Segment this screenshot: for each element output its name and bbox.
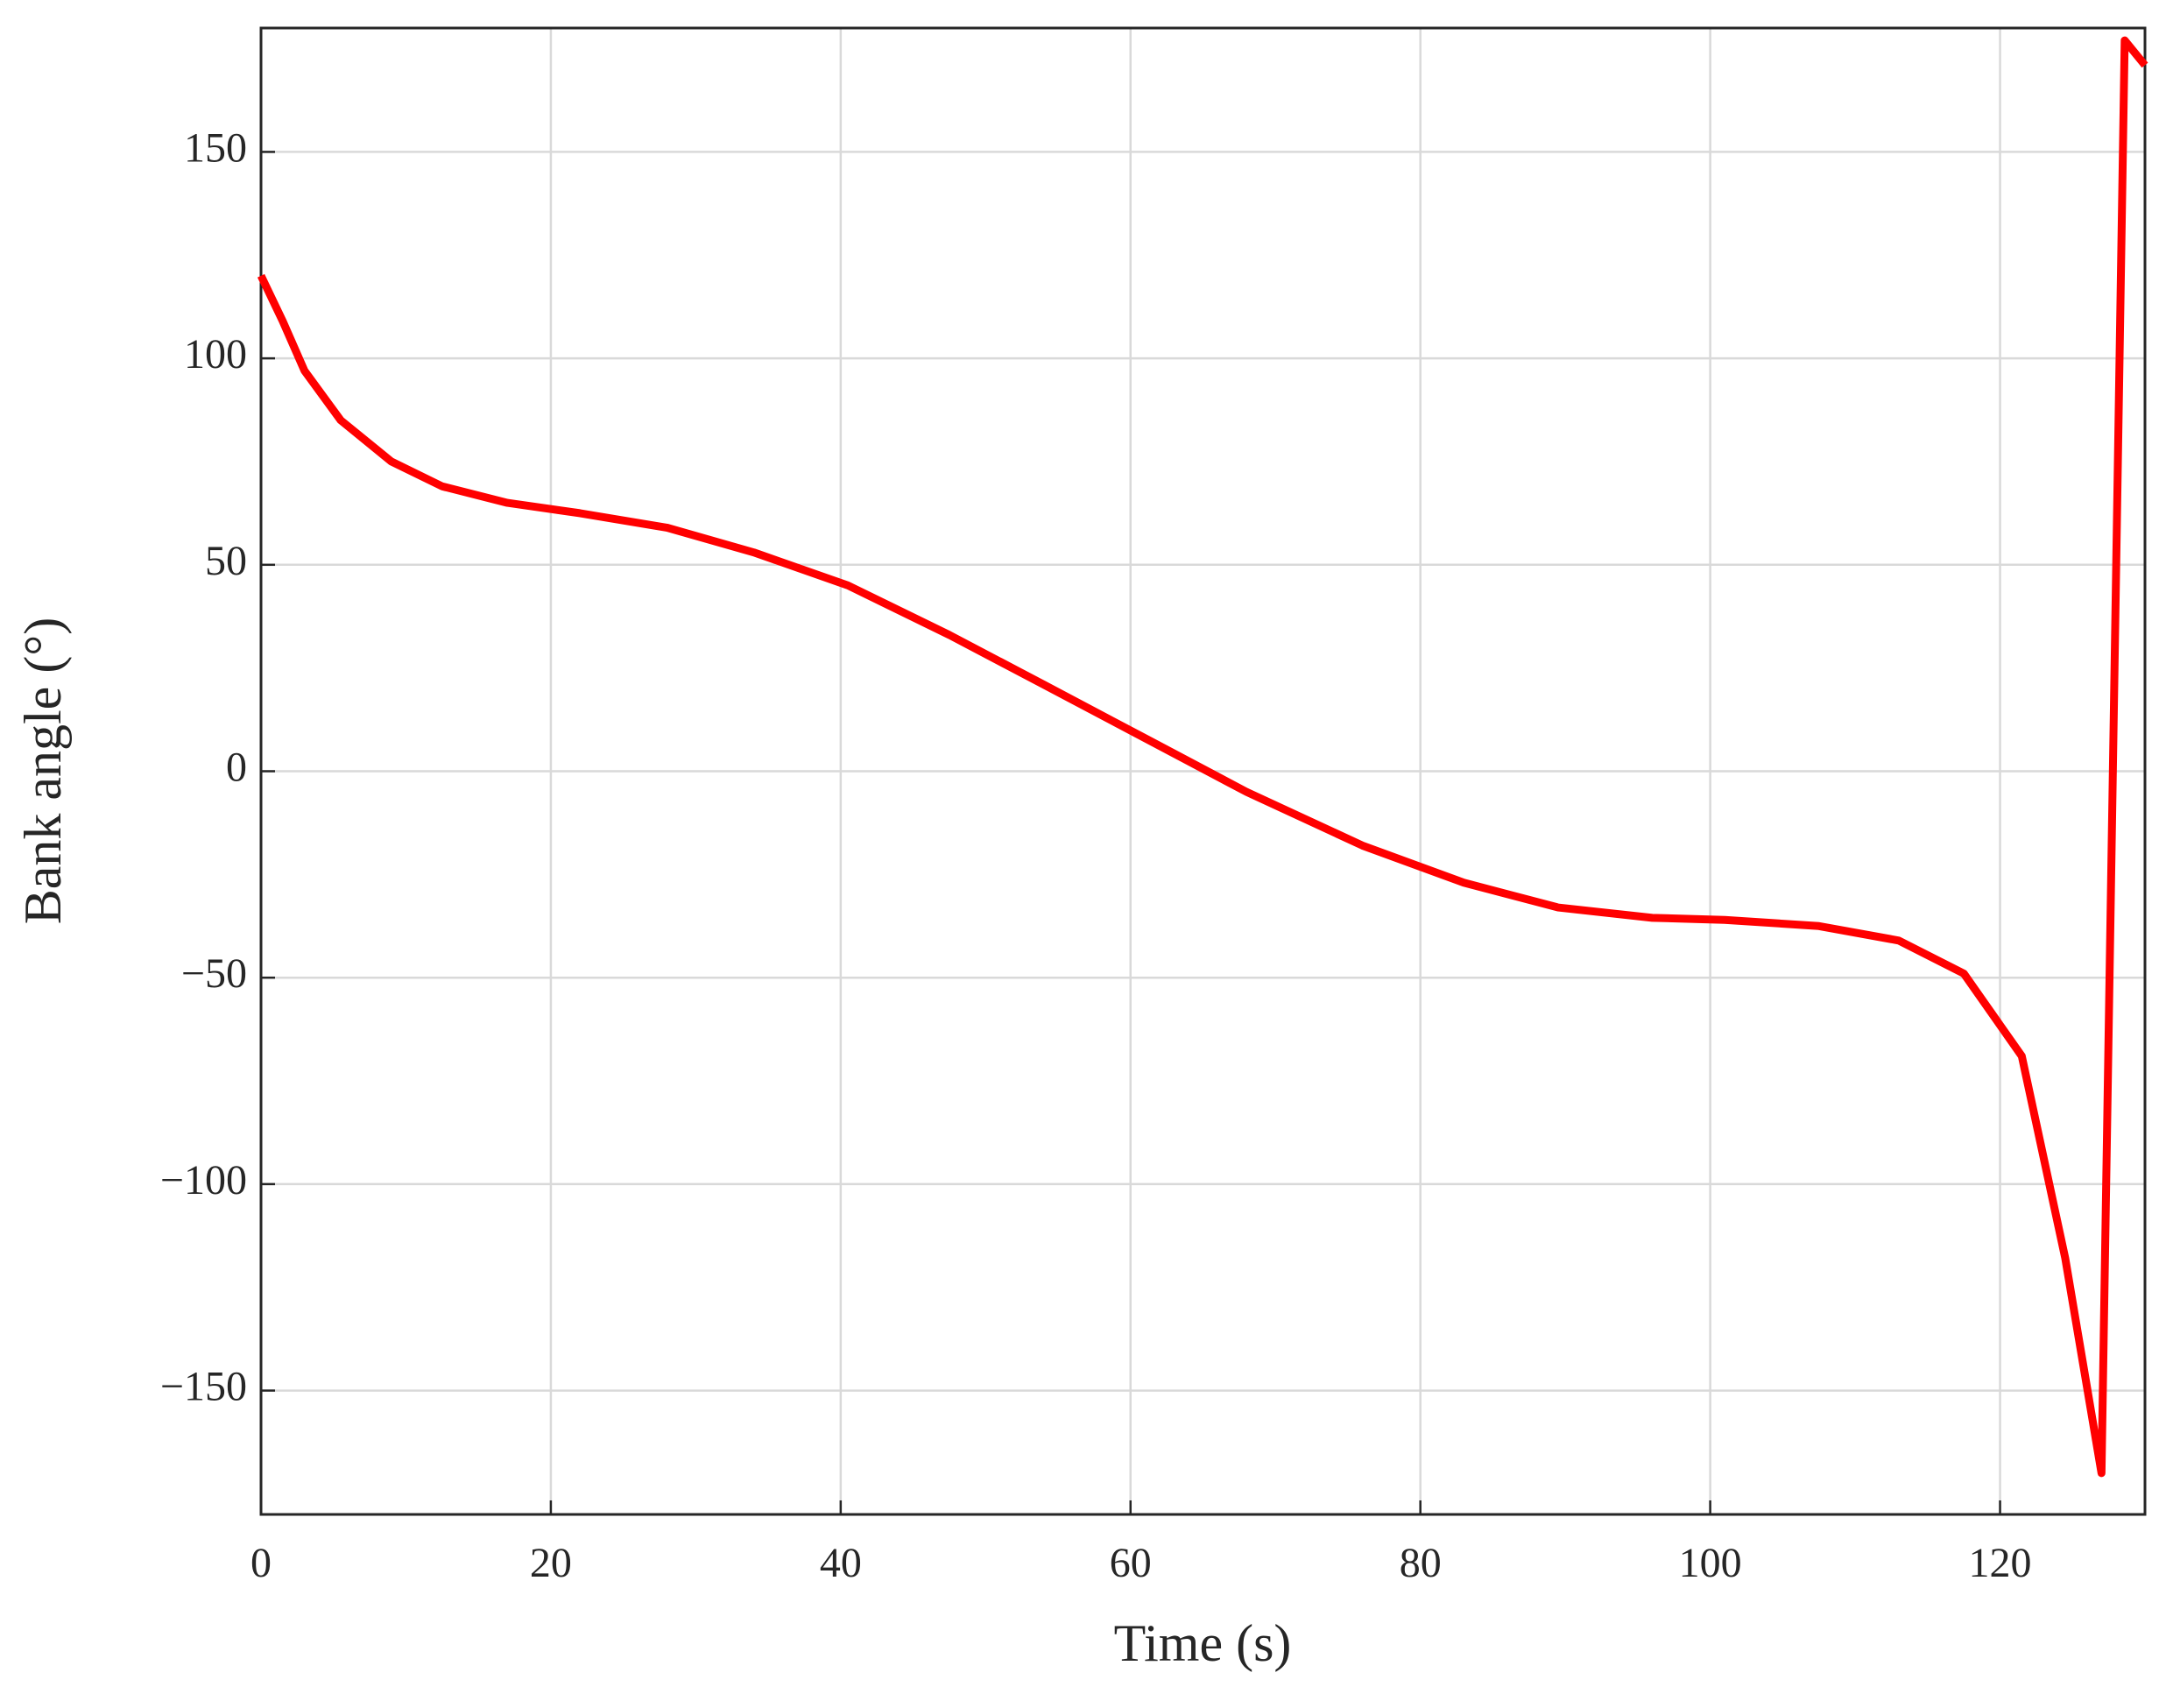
x-axis-label: Time (s): [1114, 1614, 1292, 1672]
y-axis-label: Bank angle (°): [14, 618, 72, 925]
x-tick-label: 20: [530, 1540, 572, 1586]
y-tick-label: 50: [205, 538, 247, 584]
y-tick-label: 0: [226, 745, 247, 791]
y-tick-label: 100: [184, 331, 247, 378]
x-tick-label: 120: [1969, 1540, 2032, 1586]
y-tick-label: −50: [181, 950, 247, 997]
y-tick-label: −150: [160, 1364, 247, 1410]
x-tick-label: 40: [820, 1540, 862, 1586]
x-tick-label: 80: [1400, 1540, 1442, 1586]
axes-box: [259, 26, 2147, 1516]
data-line: [257, 36, 2148, 1478]
y-tick-label: 150: [184, 124, 247, 171]
x-tick-label: 100: [1679, 1540, 1742, 1586]
y-tick-label: −100: [160, 1157, 247, 1203]
x-tick-label: 60: [1110, 1540, 1152, 1586]
x-tick-label: 0: [250, 1540, 272, 1586]
